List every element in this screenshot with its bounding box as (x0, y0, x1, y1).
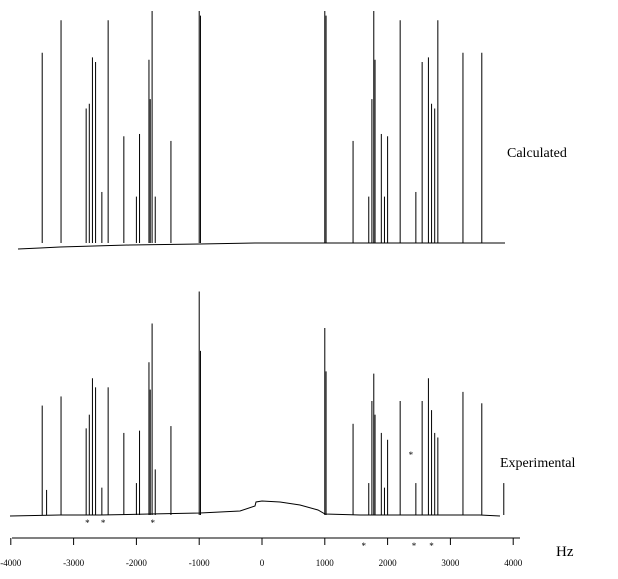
asterisk-marker: * (409, 450, 414, 460)
calculated-spectrum (17, 11, 505, 250)
series-label-calculated: Calculated (507, 146, 567, 161)
series-label-experimental: Experimental (500, 456, 576, 471)
calculated-baseline (17, 242, 505, 250)
x-tick-label: 2000 (379, 558, 398, 568)
x-tick-label: 1000 (316, 558, 335, 568)
asterisk-marker: * (85, 518, 90, 528)
experimental-baseline (9, 500, 501, 517)
asterisk-marker: * (429, 541, 434, 551)
asterisk-marker: * (361, 541, 366, 551)
x-tick-label: 4000 (504, 558, 523, 568)
asterisk-marker: * (101, 518, 106, 528)
x-tick-label: 0 (260, 558, 265, 568)
experimental-spectrum (9, 291, 505, 517)
x-tick-label: -4000 (0, 558, 21, 568)
x-axis: -4000 -3000 -2000 -1000 0 1000 2000 3000 4000 (0, 537, 523, 568)
x-tick-label: -1000 (189, 558, 210, 568)
asterisk-marker: * (150, 518, 155, 528)
x-tick-label: -2000 (126, 558, 147, 568)
impurity-markers: * * * * * * * (85, 450, 434, 551)
asterisk-marker: * (412, 541, 417, 551)
x-tick-label: 3000 (441, 558, 460, 568)
x-tick-label: -3000 (63, 558, 84, 568)
x-axis-label: Hz (556, 544, 574, 560)
